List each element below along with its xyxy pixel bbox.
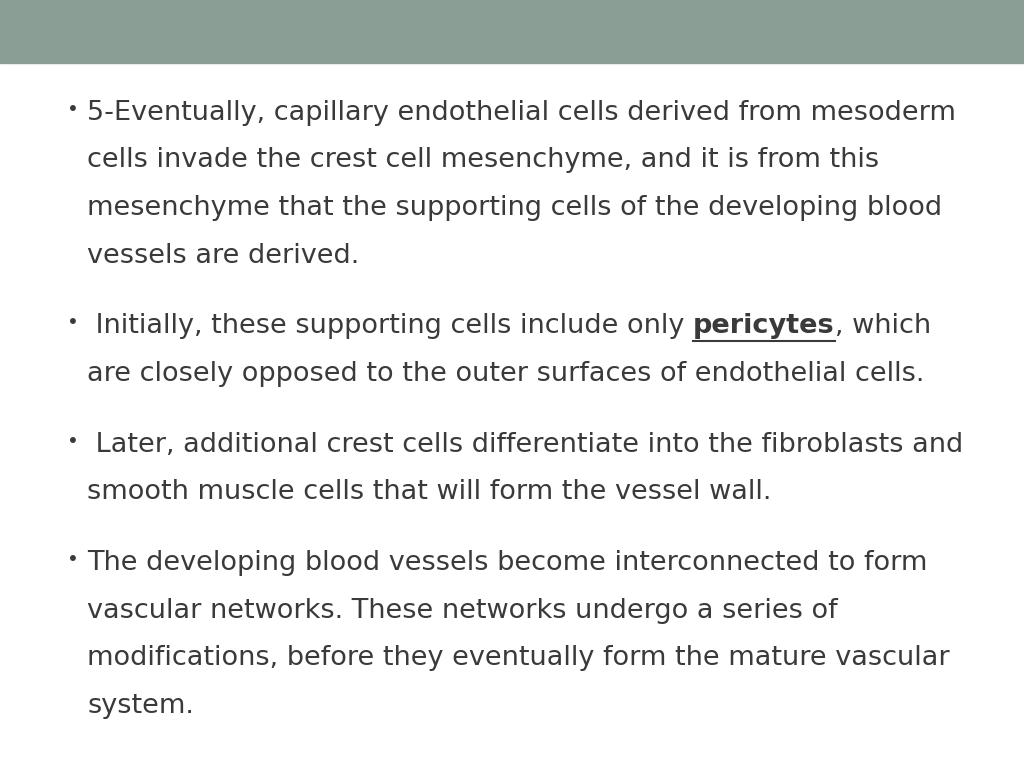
Text: pericytes: pericytes bbox=[693, 313, 835, 339]
Text: vascular networks. These networks undergo a series of: vascular networks. These networks underg… bbox=[87, 598, 838, 624]
Text: modifications, before they eventually form the mature vascular: modifications, before they eventually fo… bbox=[87, 645, 949, 671]
Text: •: • bbox=[67, 100, 79, 119]
Text: 5-Eventually, capillary endothelial cells derived from mesoderm: 5-Eventually, capillary endothelial cell… bbox=[87, 100, 956, 126]
Text: •: • bbox=[67, 432, 79, 451]
Text: •: • bbox=[67, 550, 79, 569]
Text: Initially, these supporting cells include only: Initially, these supporting cells includ… bbox=[87, 313, 693, 339]
Text: system.: system. bbox=[87, 693, 194, 719]
Text: Later, additional crest cells differentiate into the fibroblasts and: Later, additional crest cells differenti… bbox=[87, 432, 964, 458]
Text: The developing blood vessels become interconnected to form: The developing blood vessels become inte… bbox=[87, 550, 928, 576]
Text: mesenchyme that the supporting cells of the developing blood: mesenchyme that the supporting cells of … bbox=[87, 195, 942, 221]
Text: smooth muscle cells that will form the vessel wall.: smooth muscle cells that will form the v… bbox=[87, 479, 771, 505]
Text: •: • bbox=[67, 313, 79, 333]
Text: cells invade the crest cell mesenchyme, and it is from this: cells invade the crest cell mesenchyme, … bbox=[87, 147, 880, 174]
Text: vessels are derived.: vessels are derived. bbox=[87, 243, 359, 269]
Text: are closely opposed to the outer surfaces of endothelial cells.: are closely opposed to the outer surface… bbox=[87, 361, 925, 387]
Text: , which: , which bbox=[835, 313, 931, 339]
